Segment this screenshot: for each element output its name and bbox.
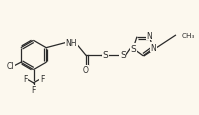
Text: F: F <box>31 85 36 94</box>
Text: CH₃: CH₃ <box>181 33 194 39</box>
Text: F: F <box>23 74 27 83</box>
Text: O: O <box>83 66 89 74</box>
Text: N: N <box>146 32 152 41</box>
Text: S: S <box>130 45 136 53</box>
Text: S: S <box>120 51 126 60</box>
Text: F: F <box>40 74 44 83</box>
Text: NH: NH <box>66 38 77 47</box>
Text: N: N <box>150 43 156 52</box>
Text: S: S <box>103 51 108 60</box>
Text: Cl: Cl <box>7 62 14 71</box>
